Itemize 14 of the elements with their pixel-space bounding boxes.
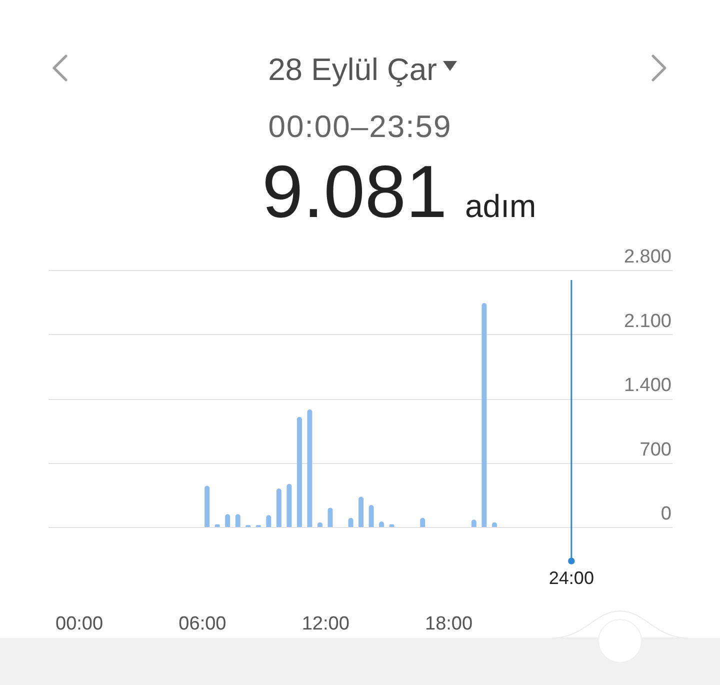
text: adım <box>465 188 536 224</box>
x-tick-label: 18:00 <box>424 614 473 634</box>
y-tick-label: 2.100 <box>624 310 672 332</box>
chart-title: 28 Eylül Çar <box>267 52 438 87</box>
text: 9.081 <box>262 150 448 233</box>
chart-subtitle: 00:00–23:59 <box>267 109 453 144</box>
x-tick-label: 06:00 <box>178 614 226 634</box>
x-tick-label: 12:00 <box>302 614 350 634</box>
y-tick-label: 1.400 <box>624 375 672 396</box>
y-tick-label: 0 <box>660 504 672 524</box>
x-tick-label: 00:00 <box>56 614 104 634</box>
y-tick-label: 2.800 <box>624 246 672 268</box>
ref-line-label: 24:00 <box>548 568 594 588</box>
y-tick-label: 700 <box>640 439 672 460</box>
